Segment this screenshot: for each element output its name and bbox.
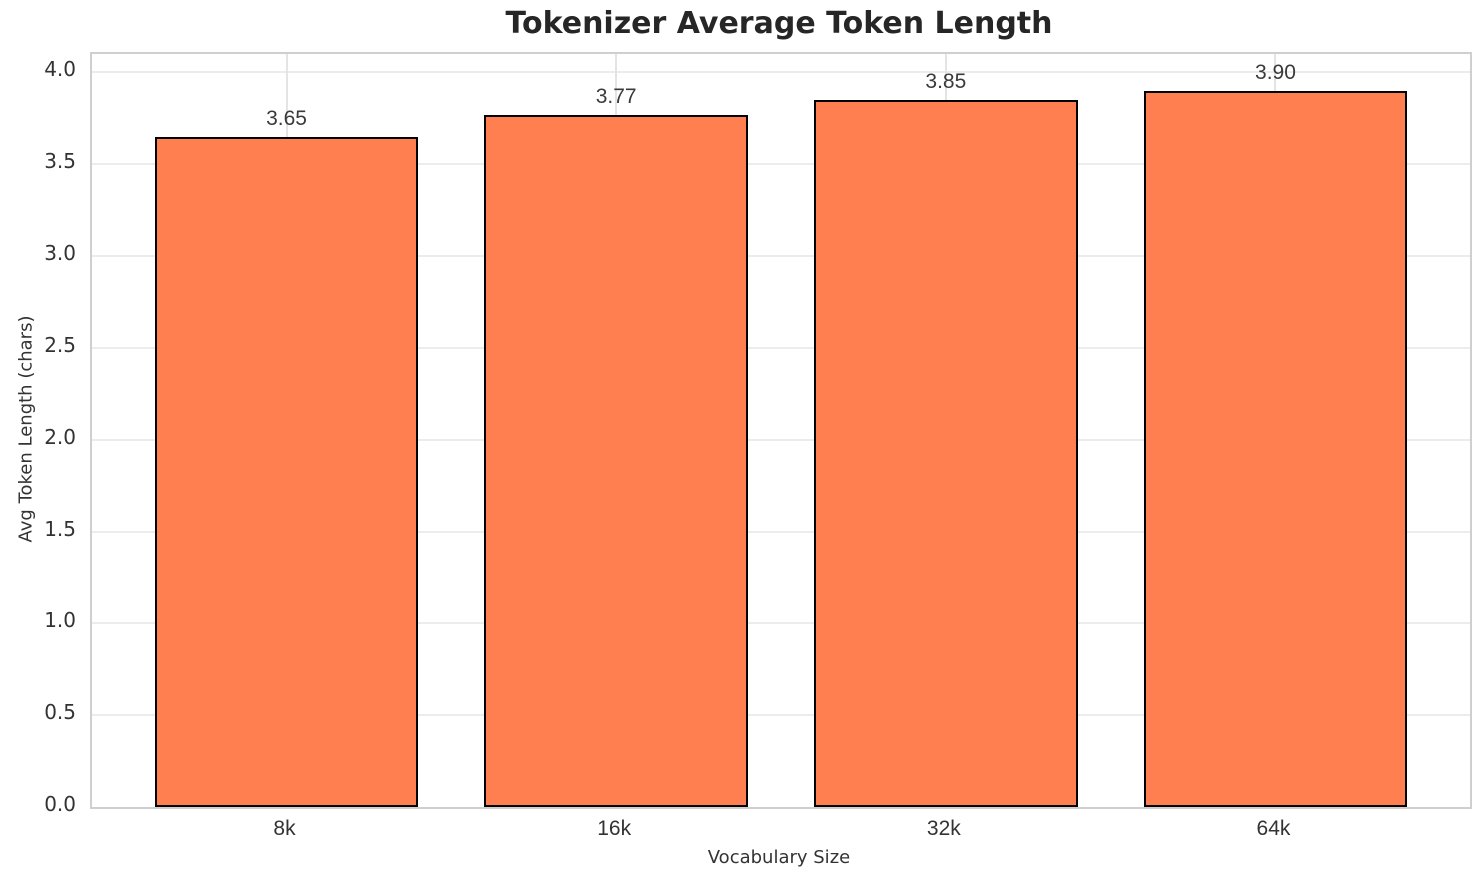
y-gridline [92, 255, 1470, 258]
bar-value-label: 3.77 [595, 84, 637, 108]
x-axis-title: Vocabulary Size [707, 847, 851, 868]
y-gridline [92, 71, 1470, 74]
bar-value-label: 3.65 [266, 106, 307, 130]
bar-value-label: 3.90 [1255, 60, 1296, 84]
y-tick-label: 0.0 [44, 792, 76, 816]
bar-32k [813, 99, 1078, 807]
plot-area: 3.65 3.77 3.85 3.90 [90, 52, 1472, 809]
y-tick-label: 3.0 [44, 241, 76, 266]
x-tick-label: 8k [273, 817, 296, 840]
bar-8k [154, 136, 419, 807]
x-tick-label: 32k [926, 817, 961, 840]
y-tick-label: 1.0 [44, 608, 76, 633]
y-gridline [92, 163, 1470, 166]
y-tick-label: 2.0 [44, 424, 76, 449]
y-gridline [92, 438, 1470, 441]
y-tick-label: 4.0 [44, 57, 76, 82]
x-tick-label: 16k [597, 817, 632, 840]
x-tick-label: 64k [1256, 817, 1291, 840]
y-gridline [92, 346, 1470, 349]
bar-16k [484, 114, 749, 807]
y-tick-label: 0.5 [44, 700, 76, 725]
y-gridline [92, 714, 1470, 717]
y-gridline [92, 622, 1470, 625]
bar-64k [1143, 90, 1408, 807]
bar-value-label: 3.85 [925, 69, 967, 93]
y-gridline [92, 530, 1470, 533]
y-tick-label: 1.5 [44, 516, 76, 541]
y-tick-label: 2.5 [44, 332, 76, 357]
y-tick-label: 3.5 [44, 149, 76, 174]
chart-title: Tokenizer Average Token Length [505, 6, 1053, 41]
